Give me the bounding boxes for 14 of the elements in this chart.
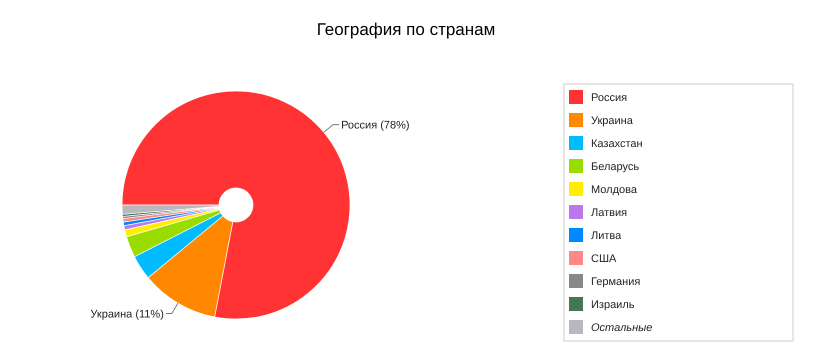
legend-label: Россия: [591, 92, 628, 104]
legend-label: Латвия: [591, 207, 628, 219]
legend-label: Израиль: [591, 299, 635, 311]
chart-title: География по странам: [316, 20, 496, 39]
legend-label: Молдова: [591, 184, 638, 196]
legend-label: США: [591, 253, 618, 265]
data-label: Украина (11%): [90, 308, 164, 320]
legend-label: Литва: [591, 230, 622, 242]
legend-label: Остальные: [591, 322, 652, 334]
data-label: Россия (78%): [341, 120, 410, 132]
legend-label: Беларусь: [591, 161, 640, 173]
legend-label: Украина: [591, 115, 634, 127]
legend-label: Германия: [591, 276, 640, 288]
legend-label: Казахстан: [591, 138, 643, 150]
